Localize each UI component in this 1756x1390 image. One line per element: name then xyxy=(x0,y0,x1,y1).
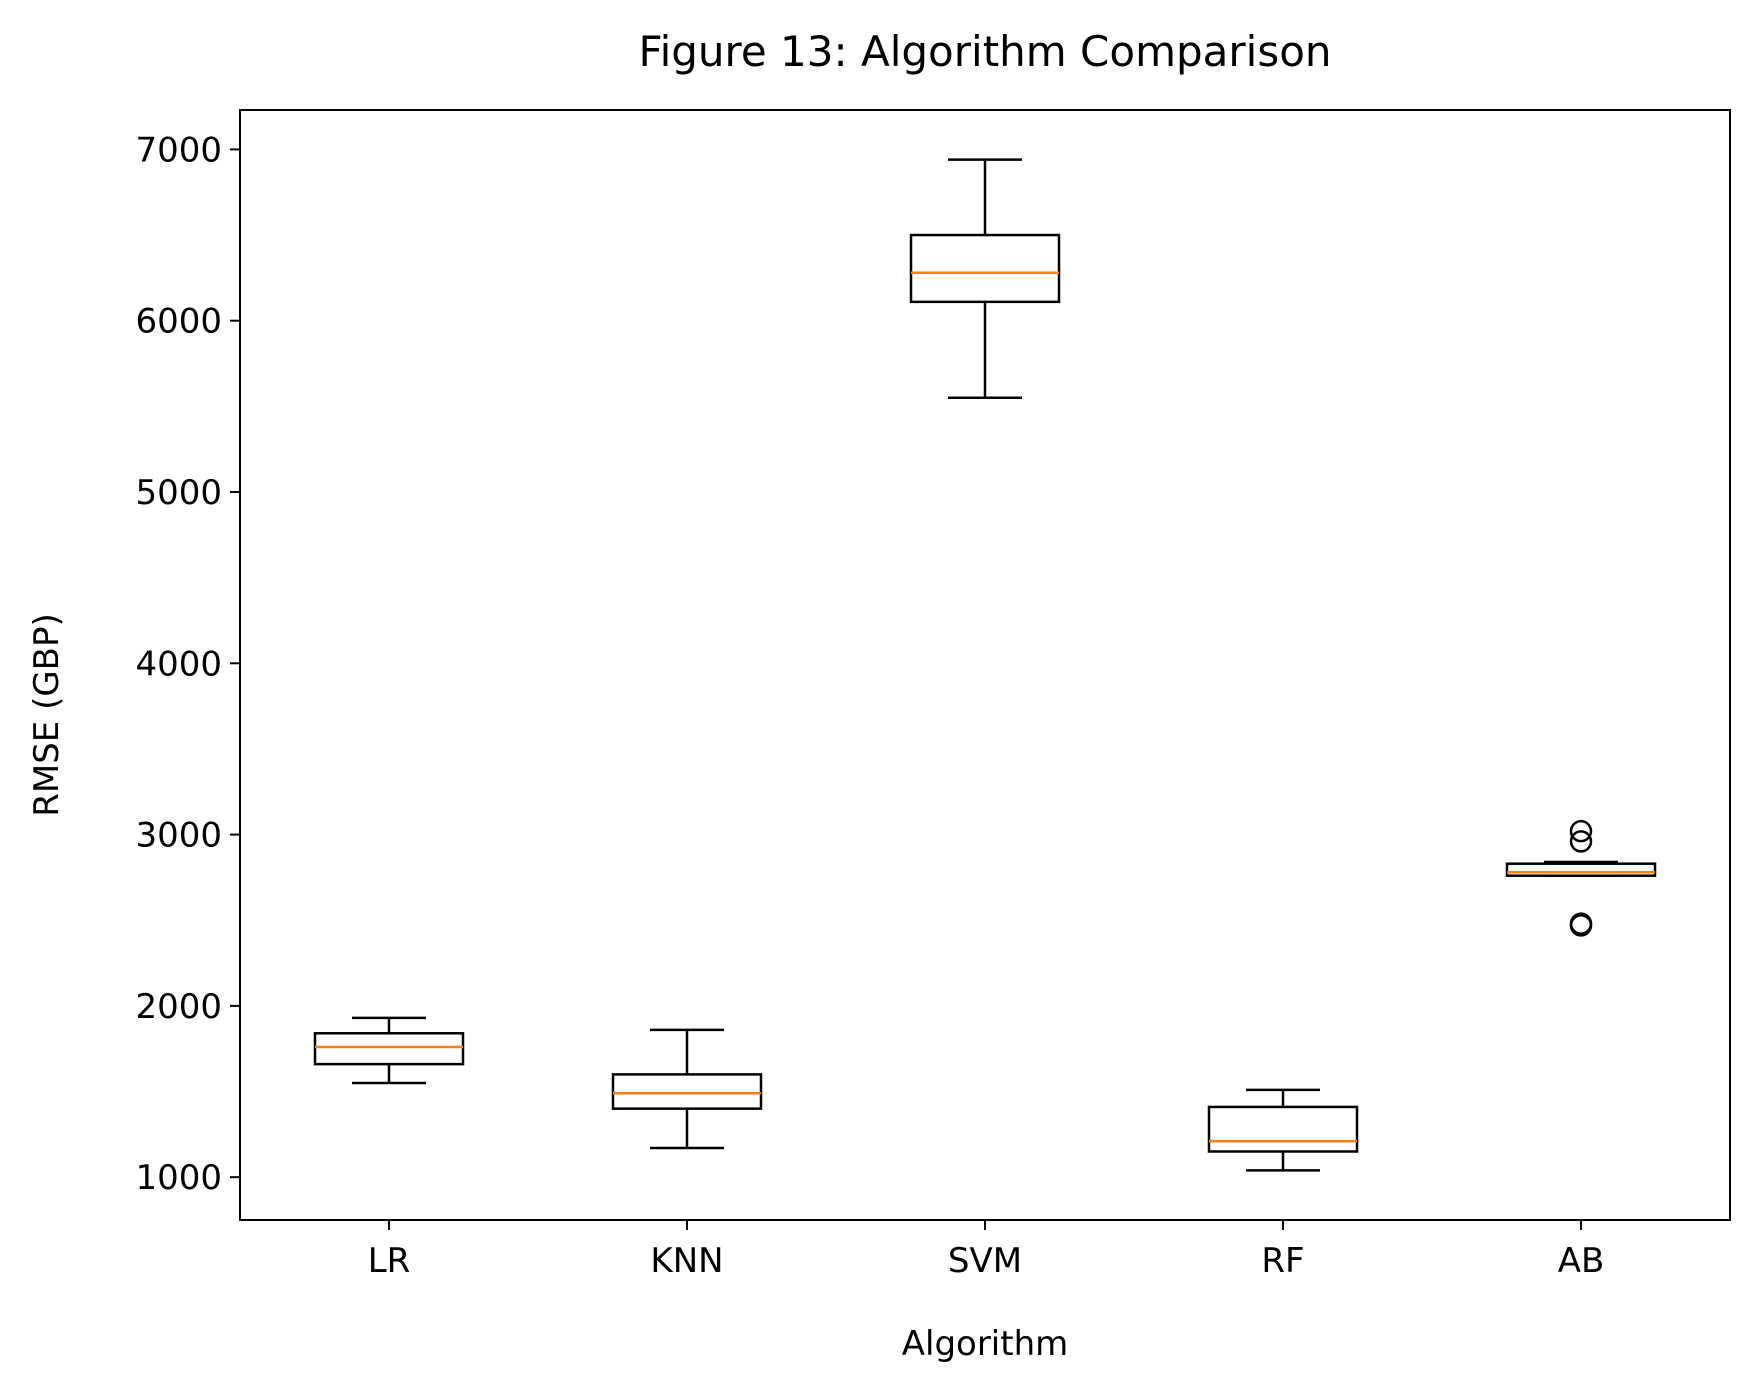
y-tick-label: 3000 xyxy=(135,816,222,856)
y-tick-label: 7000 xyxy=(135,130,222,170)
outlier-ab xyxy=(1569,830,1593,853)
x-tick-label: AB xyxy=(1558,1241,1605,1281)
outlier-ab xyxy=(1569,914,1593,937)
outlier-ab xyxy=(1569,819,1593,843)
x-tick-label: KNN xyxy=(650,1241,723,1281)
y-tick-label: 1000 xyxy=(135,1158,222,1198)
y-tick-label: 2000 xyxy=(135,987,222,1027)
box-rf xyxy=(1207,1105,1359,1153)
x-axis-label: Algorithm xyxy=(902,1324,1069,1364)
box-svm xyxy=(909,233,1061,304)
y-tick-label: 5000 xyxy=(135,473,222,513)
chart-title: Figure 13: Algorithm Comparison xyxy=(638,27,1331,76)
y-tick-label: 6000 xyxy=(135,302,222,342)
x-tick-label: LR xyxy=(368,1241,411,1281)
box-ab xyxy=(1505,862,1657,877)
box-knn xyxy=(611,1073,763,1110)
x-tick-label: RF xyxy=(1261,1241,1304,1281)
plot-frame xyxy=(239,109,1731,1221)
plot-area: 1000 2000 3000 4000 5000 6000 7000 LR KNN SVM RF AB xyxy=(135,130,1657,1281)
x-tick-label: SVM xyxy=(948,1241,1022,1281)
y-axis-label: RMSE (GBP) xyxy=(27,613,67,817)
y-tick-label: 4000 xyxy=(135,644,222,684)
box-lr xyxy=(313,1032,465,1066)
